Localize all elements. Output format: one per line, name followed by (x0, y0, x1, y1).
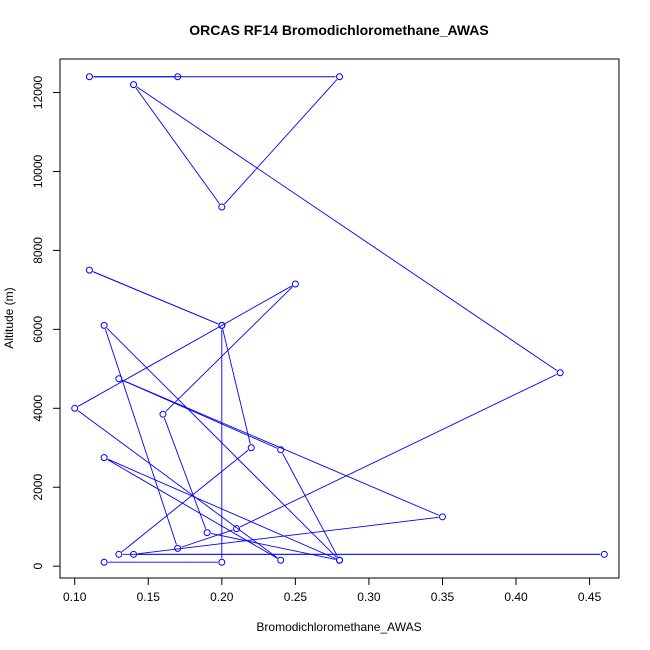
y-tick-label: 2000 (31, 474, 45, 501)
series-segment (122, 379, 278, 449)
series-segment (106, 327, 337, 558)
data-point (336, 73, 343, 81)
y-tick-label: 6000 (31, 316, 45, 343)
x-tick-label: 0.45 (578, 590, 602, 604)
data-point (71, 404, 79, 412)
series-points (71, 73, 608, 566)
y-tick-label: 12000 (31, 76, 45, 110)
x-tick-label: 0.40 (504, 590, 528, 604)
series-segment (222, 329, 251, 444)
series-segment (107, 458, 337, 560)
x-tick-label: 0.15 (137, 590, 161, 604)
data-point (247, 444, 255, 452)
data-point (556, 369, 564, 377)
data-point (115, 550, 123, 558)
series-segment (239, 374, 557, 528)
y-axis-label: Altitude (m) (2, 287, 16, 348)
x-tick-label: 0.30 (357, 590, 381, 604)
y-tick-label: 8000 (31, 237, 45, 264)
series-segment (77, 410, 278, 559)
data-point (100, 321, 108, 329)
x-axis: 0.10 0.15 0.20 0.25 0.30 0.35 0.40 0.45 (63, 577, 602, 604)
data-point (174, 73, 182, 81)
data-point (130, 81, 138, 89)
data-point (130, 550, 138, 558)
data-point (100, 454, 108, 462)
data-point (218, 558, 226, 566)
series-line (77, 76, 601, 563)
series-segment (122, 379, 439, 516)
data-point (203, 529, 211, 537)
series-segment (137, 516, 439, 555)
y-tick-label: 4000 (31, 395, 45, 422)
series-segment (135, 87, 220, 205)
x-tick-label: 0.10 (63, 590, 87, 604)
series-segment (165, 286, 293, 412)
data-point (100, 558, 108, 566)
series-segment (136, 86, 558, 371)
y-tick-label: 10000 (31, 154, 45, 188)
series-segment (163, 417, 207, 530)
data-point (174, 544, 182, 552)
data-point (336, 556, 343, 564)
data-point (218, 203, 226, 211)
data-point (291, 280, 299, 288)
data-point (438, 513, 446, 521)
data-point (277, 446, 285, 454)
series-segment (104, 329, 177, 545)
data-point (159, 410, 167, 418)
series-segment (224, 79, 338, 205)
data-point (218, 321, 226, 329)
data-point (277, 556, 285, 564)
series-segment (210, 532, 336, 560)
x-axis-label: Bromodichloromethane_AWAS (256, 620, 421, 634)
chart-title: ORCAS RF14 Bromodichloromethane_AWAS (189, 22, 489, 38)
series-segment (77, 285, 293, 407)
data-point (85, 73, 93, 81)
x-tick-label: 0.25 (284, 590, 308, 604)
data-point (233, 525, 241, 533)
x-tick-label: 0.35 (431, 590, 455, 604)
series-segment (92, 271, 219, 325)
x-tick-label: 0.20 (210, 590, 234, 604)
data-point (85, 266, 93, 274)
series-segment (282, 453, 339, 557)
data-point (115, 375, 123, 383)
series-segment (121, 449, 249, 553)
y-axis: 0 2000 4000 6000 8000 10000 12000 (31, 76, 61, 570)
data-point (600, 550, 608, 558)
plot-frame (59, 58, 620, 579)
series-segment (181, 529, 233, 548)
y-tick-label: 0 (31, 563, 45, 570)
